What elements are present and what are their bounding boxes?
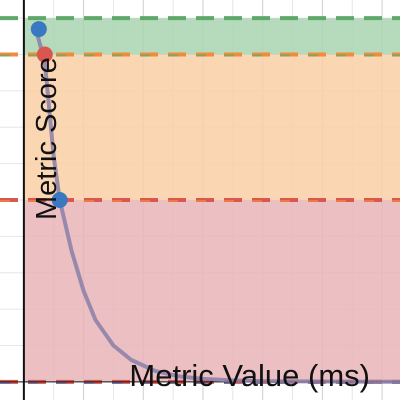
- data-point-2: [36, 46, 53, 63]
- data-point-3: [51, 192, 68, 208]
- data-point-1: [30, 21, 47, 38]
- metric-score-curve: [33, 27, 400, 384]
- band-good: [23, 18, 400, 55]
- band-layer: [23, 18, 400, 382]
- band-poor: [23, 200, 400, 382]
- y-axis-label: Metric Score: [31, 57, 63, 220]
- band-needs-improvement: [23, 54, 400, 200]
- point-layer: [30, 21, 68, 208]
- x-axis-label: Metric Value (ms): [129, 358, 370, 393]
